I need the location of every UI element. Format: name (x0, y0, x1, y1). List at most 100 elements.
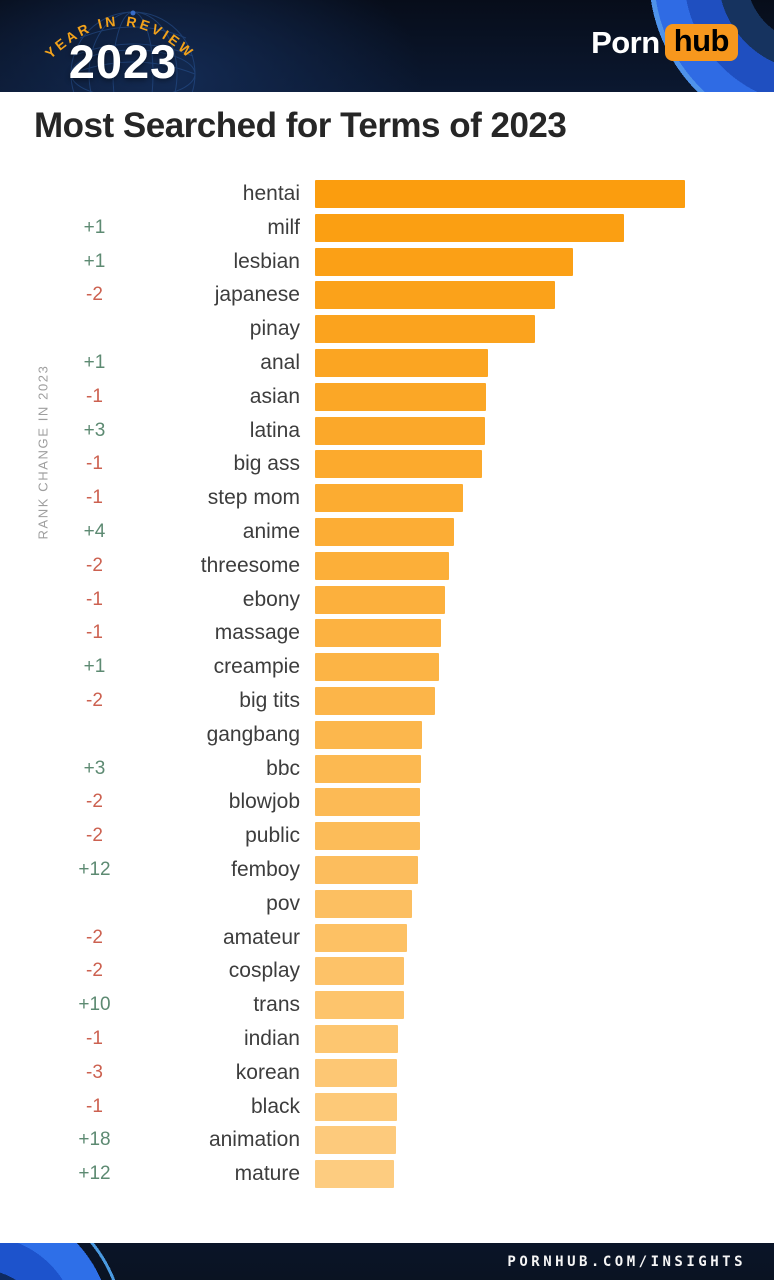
insights-url: PORNHUB.COM/INSIGHTS (507, 1253, 746, 1270)
rank-change-value: -2 (86, 825, 103, 847)
bar (315, 923, 407, 952)
term-label: big ass (233, 452, 300, 476)
rank-change-value: +4 (83, 520, 106, 542)
rank-change-value: -1 (86, 1095, 103, 1117)
bar-track (300, 551, 774, 580)
bar-row: +12 femboy (0, 855, 774, 884)
bar-track (300, 348, 774, 377)
rank-change-value: -2 (86, 926, 103, 948)
term-label: public (245, 824, 300, 848)
bar-track (300, 822, 774, 851)
bar-track (300, 382, 774, 411)
rank-change-value: -1 (86, 453, 103, 475)
bar-track (300, 788, 774, 817)
bar (315, 889, 412, 918)
term-label: lesbian (233, 249, 300, 273)
bar (315, 484, 463, 513)
bar-track (300, 923, 774, 952)
pornhub-logo: Porn hub (591, 23, 738, 62)
bar (315, 653, 439, 682)
year-2023-logo: 2023 (68, 35, 178, 88)
term-label: blowjob (228, 790, 300, 814)
term-label: massage (214, 621, 300, 645)
term-label: femboy (231, 857, 300, 881)
rank-change-value: -2 (86, 960, 103, 982)
globe-wireframe-icon (70, 10, 196, 92)
bar-track (300, 1058, 774, 1087)
rank-change-value: -1 (86, 385, 103, 407)
term-label: animation (208, 1128, 300, 1152)
bar-track (300, 180, 774, 208)
bar (315, 551, 449, 580)
rank-change-value: +12 (78, 1163, 111, 1185)
bar-rows: hentai +1 milf +1 lesbian -2 japanese pinay +1 an… (0, 180, 774, 1194)
bar (315, 416, 485, 445)
bar-row: -2 amateur (0, 923, 774, 952)
bar-track (300, 484, 774, 513)
rank-change-value: -2 (86, 554, 103, 576)
bar (315, 991, 404, 1020)
term-label: cosplay (228, 959, 300, 983)
bar (315, 517, 454, 546)
bar-row: +12 mature (0, 1160, 774, 1189)
bar-track (300, 517, 774, 546)
term-label: gangbang (206, 722, 300, 746)
bar-row: +1 lesbian (0, 247, 774, 276)
term-label: trans (253, 993, 300, 1017)
bar (315, 180, 685, 208)
term-label: big tits (239, 688, 300, 712)
rank-change-value: +3 (83, 419, 106, 441)
header-banner: YEAR IN REVIEW 2023 Porn hub (0, 0, 774, 92)
bar-row: hentai (0, 180, 774, 208)
bar-row: -1 ebony (0, 585, 774, 614)
term-label: black (250, 1094, 300, 1118)
bar-row: -3 korean (0, 1058, 774, 1087)
arc-text: YEAR IN REVIEW (42, 13, 195, 62)
bar-track (300, 213, 774, 242)
rank-change-value: -1 (86, 622, 103, 644)
bar-row: -2 blowjob (0, 788, 774, 817)
bar-track (300, 1092, 774, 1121)
bar-track (300, 889, 774, 918)
pornhub-logo-hub: hub (664, 23, 738, 62)
rank-change-value: -1 (86, 588, 103, 610)
page-title: Most Searched for Terms of 2023 (34, 106, 567, 145)
term-label: japanese (214, 283, 300, 307)
bar-row: -1 massage (0, 619, 774, 648)
bar-track (300, 957, 774, 986)
rank-change-value: +1 (83, 351, 106, 373)
year-in-review-badge: YEAR IN REVIEW 2023 (30, 4, 210, 90)
term-label: threesome (200, 553, 300, 577)
term-label: hentai (242, 182, 300, 205)
bar-row: pov (0, 889, 774, 918)
rank-change-value: -3 (86, 1061, 103, 1083)
term-label: step mom (207, 486, 300, 510)
bar-row: +4 anime (0, 517, 774, 546)
bar-track (300, 281, 774, 310)
bar (315, 720, 422, 749)
rank-change-value: -1 (86, 1027, 103, 1049)
bar (315, 822, 420, 851)
term-label: korean (235, 1060, 300, 1084)
bar (315, 1092, 397, 1121)
bar (315, 754, 421, 783)
term-label: anal (260, 350, 300, 374)
term-label: asian (249, 384, 300, 408)
bar-track (300, 855, 774, 884)
bar-track (300, 585, 774, 614)
term-label: milf (267, 215, 300, 239)
bar (315, 686, 435, 715)
bar-row: -1 step mom (0, 484, 774, 513)
term-label: anime (242, 519, 300, 543)
term-label: pinay (249, 317, 300, 341)
bar (315, 281, 555, 310)
bar-row: +3 latina (0, 416, 774, 445)
bar-track (300, 450, 774, 479)
rank-change-value: -1 (86, 487, 103, 509)
rank-change-value: +1 (83, 250, 106, 272)
bar-track (300, 1126, 774, 1155)
bar-track (300, 1024, 774, 1053)
bar (315, 1024, 398, 1053)
bar-row: +1 milf (0, 213, 774, 242)
bar-track (300, 991, 774, 1020)
